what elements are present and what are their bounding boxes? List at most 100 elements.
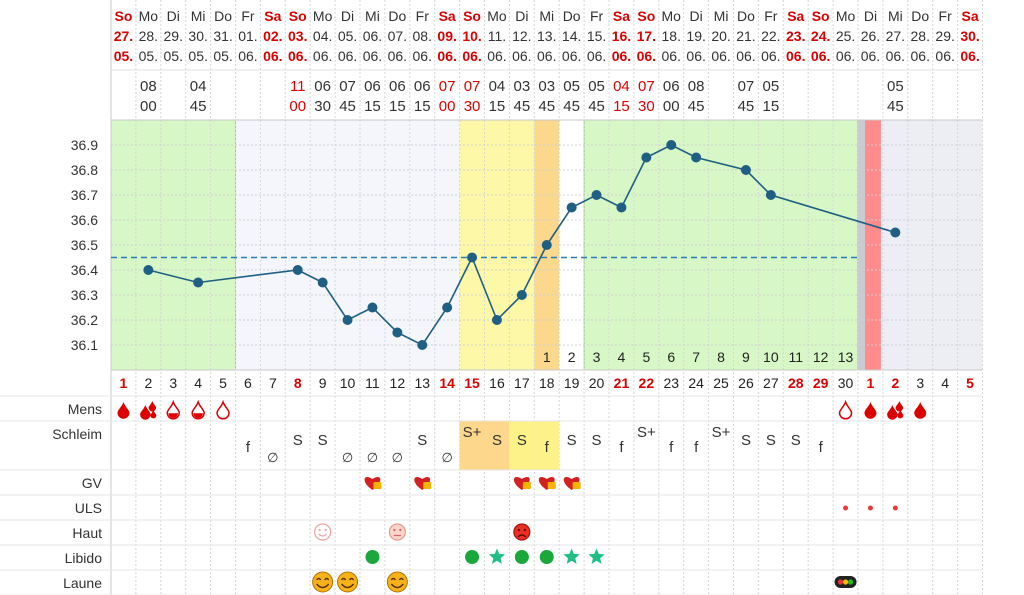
mood-smile-icon — [348, 577, 355, 581]
header-day: 19. — [686, 28, 705, 44]
mood-smile-icon — [316, 577, 322, 581]
header-month: 06. — [935, 48, 954, 64]
header-weekday: Do — [388, 8, 406, 24]
skin-smile-icon — [324, 528, 327, 532]
header-day: 29. — [164, 28, 183, 44]
post-ovulation-count: 9 — [742, 349, 750, 365]
blood-drop-icon — [148, 401, 157, 412]
header-minute: 30 — [464, 98, 481, 115]
header-hour: 11 — [290, 78, 306, 95]
mood-smile-icon — [312, 571, 334, 593]
temperature-point — [342, 315, 353, 325]
header-minute: 45 — [190, 98, 207, 115]
header-month: 05. — [139, 48, 158, 64]
post-ovulation-count: 6 — [667, 349, 675, 365]
header-weekday: Sa — [613, 8, 630, 24]
header-hour: 05 — [763, 78, 780, 95]
header-day: 10. — [462, 28, 481, 44]
temperature-point — [641, 152, 652, 163]
y-tick-label: 36.9 — [71, 137, 98, 153]
schleim-highlight — [459, 421, 510, 470]
cycle-day-label: 21 — [614, 375, 630, 391]
header-hour: 06 — [364, 78, 381, 95]
header-minute: 15 — [364, 98, 381, 115]
header-month: 06. — [811, 48, 830, 64]
header-minute: 45 — [738, 98, 755, 115]
header-month: 06. — [886, 48, 905, 64]
mucus-mark: S+ — [712, 424, 731, 441]
header-minute: 45 — [514, 98, 531, 115]
header-hour: 05 — [887, 78, 904, 95]
cycle-day-label: 7 — [269, 375, 277, 391]
cycle-day-label: 24 — [688, 375, 704, 391]
header-hour: 04 — [613, 78, 630, 95]
header-month: 06. — [960, 48, 979, 64]
y-tick-label: 36.6 — [71, 212, 98, 228]
blood-drop-icon — [117, 402, 130, 419]
header-day: 26. — [861, 28, 880, 44]
cycle-day-label: 23 — [663, 375, 679, 391]
header-day: 15. — [587, 28, 606, 44]
header-month: 06. — [263, 48, 282, 64]
cycle-day-label: 2 — [891, 375, 899, 391]
header-month: 06. — [313, 48, 332, 64]
cycle-day-label: 3 — [916, 375, 924, 391]
header-hour: 04 — [190, 78, 207, 95]
header-day: 13. — [537, 28, 556, 44]
skin-frown-icon — [517, 534, 527, 538]
header-hour: 03 — [514, 78, 531, 95]
traffic-light-icon — [837, 579, 844, 585]
post-ovulation-count: 12 — [813, 349, 829, 365]
header-weekday: Mi — [191, 8, 206, 24]
header-weekday: Mi — [888, 8, 903, 24]
header-weekday: So — [812, 8, 830, 24]
header-weekday: Mo — [836, 8, 856, 24]
header-month: 06. — [836, 48, 855, 64]
post-ovulation-count: 5 — [642, 349, 650, 365]
header-minute: 15 — [763, 98, 780, 115]
y-tick-label: 36.8 — [71, 162, 98, 178]
cycle-day-label: 6 — [244, 375, 252, 391]
mucus-mark: ∅ — [267, 450, 278, 465]
header-day: 28. — [139, 28, 158, 44]
temperature-point — [516, 290, 527, 300]
header-month: 06. — [637, 48, 656, 64]
header-month: 06. — [587, 48, 606, 64]
header-month: 06. — [537, 48, 556, 64]
mucus-mark: f — [246, 439, 251, 456]
header-hour: 05 — [563, 78, 580, 95]
mood-smile-icon — [386, 571, 408, 593]
header-day: 03. — [288, 28, 307, 44]
header-day: 04. — [313, 28, 332, 44]
header-day: 25. — [836, 28, 855, 44]
header-hour: 06 — [314, 78, 331, 95]
header-month: 06. — [437, 48, 456, 64]
header-month: 06. — [462, 48, 481, 64]
header-weekday: Mo — [487, 8, 507, 24]
y-tick-label: 36.7 — [71, 187, 98, 203]
y-tick-label: 36.4 — [71, 262, 98, 278]
temperature-point — [442, 302, 453, 313]
cycle-day-label: 16 — [489, 375, 505, 391]
header-weekday: Sa — [439, 8, 456, 24]
traffic-light-icon — [847, 579, 854, 585]
header-weekday: Di — [690, 8, 703, 24]
header-day: 22. — [761, 28, 780, 44]
header-day: 06. — [363, 28, 382, 44]
header-month: 06. — [512, 48, 531, 64]
header-weekday: Fr — [416, 8, 430, 24]
traffic-light-icon — [842, 579, 849, 585]
skin-neutral-icon — [388, 523, 406, 541]
mucus-mark: S — [293, 432, 303, 449]
header-weekday: Di — [167, 8, 180, 24]
header-month: 06. — [487, 48, 506, 64]
header-month: 06. — [338, 48, 357, 64]
mucus-mark: f — [619, 439, 624, 456]
temperature-point — [491, 315, 502, 325]
header-hour: 06 — [663, 78, 680, 95]
mucus-mark: S — [791, 432, 801, 449]
header-minute: 00 — [140, 98, 157, 115]
temperature-point — [143, 265, 154, 275]
temperature-point — [616, 202, 627, 213]
header-hour: 07 — [439, 78, 456, 95]
